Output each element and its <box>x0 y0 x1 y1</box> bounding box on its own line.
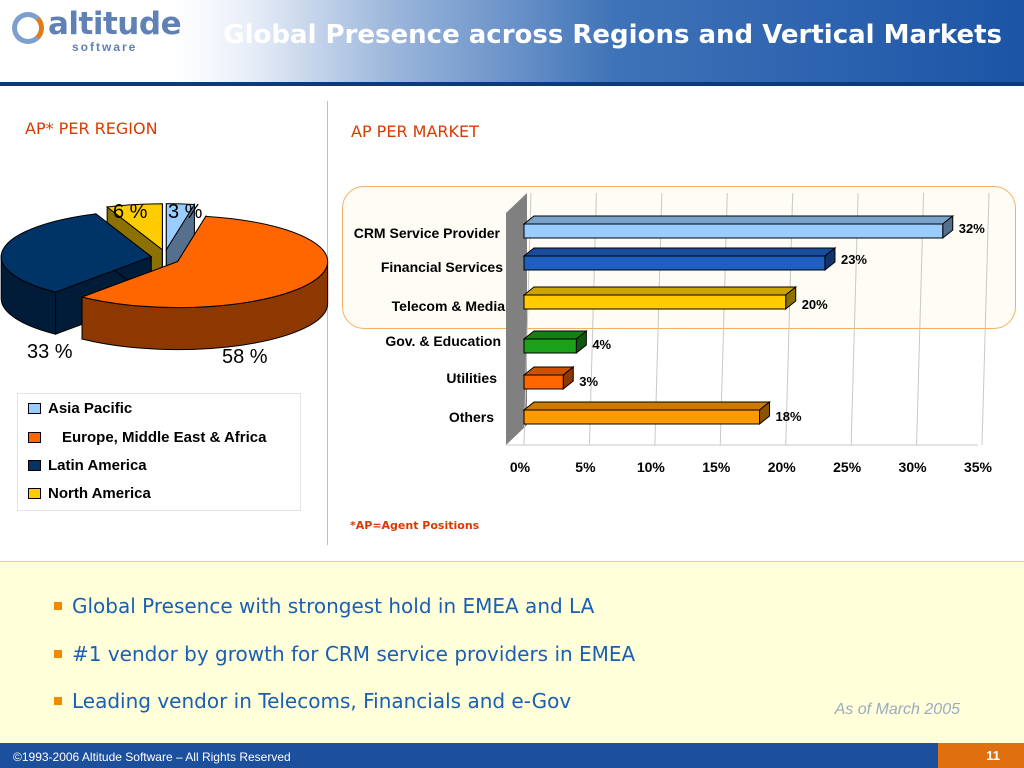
bullet-text: #1 vendor by growth for CRM service prov… <box>72 642 636 666</box>
value-label-financial-services: 23% <box>840 252 867 267</box>
legend-swatch <box>28 460 41 471</box>
header-divider <box>0 82 1024 86</box>
legend-label: North America <box>48 485 151 502</box>
legend-swatch <box>28 432 41 443</box>
pie-label-asia-pacific: 3 % <box>168 201 203 223</box>
page-number-box: 11 <box>938 743 1024 768</box>
value-label-telecom-media: 20% <box>801 297 828 312</box>
category-label-financial-services: Financial Services <box>380 259 503 275</box>
legend-label: Latin America <box>48 457 147 474</box>
region-section-title: AP* PER REGION <box>25 119 158 138</box>
value-label-others: 18% <box>775 409 802 424</box>
header-bar: altitude software Global Presence across… <box>0 0 1024 82</box>
copyright-text: ©1993-2006 Altitude Software – All Right… <box>13 750 291 764</box>
legend-label: Asia Pacific <box>48 400 133 417</box>
bullet-item: Global Presence with strongest hold in E… <box>54 594 594 618</box>
bullet-square-icon <box>54 697 62 705</box>
category-label-crm-service-provider: CRM Service Provider <box>353 225 500 241</box>
x-tick-label: 0% <box>509 459 531 475</box>
legend-item-asia-pacific: Asia Pacific <box>28 400 132 417</box>
bullet-square-icon <box>54 650 62 658</box>
logo-subtext: software <box>72 40 138 54</box>
bar-crm-service-provider <box>522 214 955 240</box>
legend-swatch <box>28 488 41 499</box>
category-label-others: Others <box>448 409 494 425</box>
legend-item-emea: Europe, Middle East & Africa <box>28 429 267 446</box>
x-tick-label: 35% <box>963 459 993 475</box>
footer-bar: ©1993-2006 Altitude Software – All Right… <box>0 743 1024 768</box>
market-bar-chart <box>506 192 990 446</box>
bar-financial-services <box>522 246 837 272</box>
bar-others <box>522 400 771 426</box>
altitude-logo: altitude software <box>12 6 212 58</box>
pie-label-latin-america: 33 % <box>27 341 73 363</box>
x-tick-label: 10% <box>636 459 665 475</box>
category-label-telecom-media: Telecom & Media <box>391 298 505 314</box>
bullet-item: Leading vendor in Telecoms, Financials a… <box>54 689 571 713</box>
logo-ring-icon <box>12 12 44 44</box>
value-label-utilities: 3% <box>579 374 599 389</box>
section-divider <box>327 101 328 545</box>
legend-label: Europe, Middle East & Africa <box>62 429 267 446</box>
as-of-date: As of March 2005 <box>834 701 960 718</box>
slide-title: Global Presence across Regions and Verti… <box>223 20 1002 50</box>
market-section-title: AP PER MARKET <box>351 122 479 141</box>
value-label-gov-education: 4% <box>592 337 612 352</box>
bar-gov-education <box>522 329 588 355</box>
page-number: 11 <box>986 748 1000 763</box>
pie-label-europe-middle-east-africa: 58 % <box>222 346 268 368</box>
legend-item-north-america: North America <box>28 485 151 502</box>
category-label-gov-education: Gov. & Education <box>385 333 501 349</box>
legend-swatch <box>28 403 41 414</box>
x-tick-label: 15% <box>702 459 731 475</box>
x-tick-label: 25% <box>833 459 862 475</box>
pie-legend: Asia Pacific Europe, Middle East & Afric… <box>17 393 301 511</box>
pie-slice-europe-middle-east-africa <box>80 214 329 351</box>
x-tick-label: 30% <box>898 459 927 475</box>
category-label-utilities: Utilities <box>446 370 497 386</box>
panel-divider <box>0 561 1024 562</box>
gridline <box>981 192 990 446</box>
logo-text: altitude <box>48 6 182 42</box>
bullet-square-icon <box>54 602 62 610</box>
legend-item-latin-america: Latin America <box>28 457 147 474</box>
bullet-text: Global Presence with strongest hold in E… <box>72 594 595 618</box>
region-pie-chart <box>0 202 329 351</box>
bar-utilities <box>522 365 575 391</box>
footnote: *AP=Agent Positions <box>350 519 480 532</box>
value-label-crm-service-provider: 32% <box>958 221 985 236</box>
pie-label-north-america: 6 % <box>113 201 148 223</box>
chart-side-wall <box>506 193 527 445</box>
bar-telecom-media <box>522 285 798 311</box>
x-tick-label: 20% <box>767 459 796 475</box>
bullet-item: #1 vendor by growth for CRM service prov… <box>54 642 635 666</box>
summary-panel: Global Presence with strongest hold in E… <box>0 562 1024 743</box>
bullet-text: Leading vendor in Telecoms, Financials a… <box>72 689 572 713</box>
x-tick-label: 5% <box>575 459 596 475</box>
